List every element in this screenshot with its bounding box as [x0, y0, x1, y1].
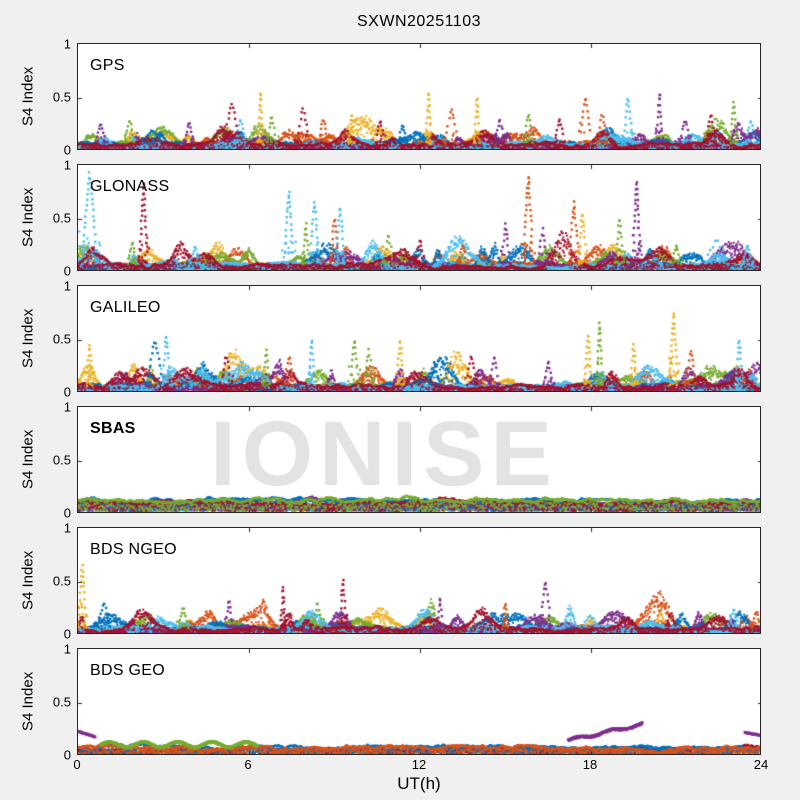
- y-tick-labels: 1 0.5 0: [40, 38, 73, 157]
- y-axis-label: S4 Index: [19, 671, 37, 732]
- y-axis-label: S4 Index: [19, 550, 37, 611]
- y-tick-labels: 1 0.5 0: [40, 280, 73, 399]
- plot-area: GPS: [77, 43, 761, 150]
- constellation-label: BDS NGEO: [90, 541, 177, 558]
- y-tick-label-0-5: 0.5: [52, 452, 71, 467]
- y-tick-label-0: 0: [63, 505, 71, 521]
- y-tick-label-1: 1: [63, 157, 71, 173]
- y-tick-label-0-5: 0.5: [52, 331, 71, 346]
- scatter-canvas: [78, 528, 760, 633]
- y-tick-label-1: 1: [63, 278, 71, 294]
- constellation-label: BDS GEO: [90, 662, 166, 679]
- y-tick-label-0: 0: [63, 626, 71, 642]
- plot-area: BDS NGEO: [77, 527, 761, 634]
- constellation-label: GLONASS: [90, 178, 170, 195]
- y-tick-label-0-5: 0.5: [52, 573, 71, 588]
- y-tick-label-1: 1: [63, 399, 71, 415]
- scatter-canvas: [78, 165, 760, 270]
- y-tick-labels: 1 0.5 0: [40, 522, 73, 641]
- panel-bds-ngeo: S4 Index 1 0.5 0 BDS NGEO: [0, 522, 800, 641]
- x-tick-label-0: 0: [73, 757, 81, 772]
- y-tick-label-0: 0: [63, 263, 71, 279]
- panel-glonass: S4 Index 1 0.5 0 GLONASS: [0, 159, 800, 278]
- constellation-label: GALILEO: [90, 299, 161, 316]
- y-tick-label-0: 0: [63, 747, 71, 763]
- y-tick-labels: 1 0.5 0: [40, 401, 73, 520]
- y-tick-labels: 1 0.5 0: [40, 643, 73, 762]
- plot-area: GLONASS: [77, 164, 761, 271]
- constellation-label: SBAS: [90, 420, 136, 437]
- y-axis-label: S4 Index: [19, 429, 37, 490]
- plot-area: GALILEO: [77, 285, 761, 392]
- y-tick-label-0-5: 0.5: [52, 89, 71, 104]
- x-tick-label-18: 18: [582, 757, 598, 772]
- y-axis-label: S4 Index: [19, 308, 37, 369]
- scatter-canvas: [78, 44, 760, 149]
- x-tick-labels: 0 6 12 18 24: [0, 758, 800, 774]
- panel-galileo: S4 Index 1 0.5 0 GALILEO: [0, 280, 800, 399]
- y-tick-label-0: 0: [63, 142, 71, 158]
- y-tick-label-1: 1: [63, 520, 71, 536]
- scatter-canvas: [78, 286, 760, 391]
- x-axis-label: UT(h): [397, 774, 441, 793]
- x-tick-label-24: 24: [753, 757, 769, 772]
- y-axis-label: S4 Index: [19, 187, 37, 248]
- panel-sbas: S4 Index 1 0.5 0 IONISE SBAS: [0, 401, 800, 520]
- y-tick-labels: 1 0.5 0: [40, 159, 73, 278]
- x-tick-label-12: 12: [411, 757, 427, 772]
- constellation-label: GPS: [90, 57, 125, 74]
- y-tick-label-0-5: 0.5: [52, 694, 71, 709]
- panel-bds-geo: S4 Index 1 0.5 0 BDS GEO: [0, 643, 800, 762]
- plot-area: BDS GEO: [77, 648, 761, 755]
- y-tick-label-1: 1: [63, 36, 71, 52]
- y-axis-label: S4 Index: [19, 66, 37, 127]
- x-tick-label-6: 6: [244, 757, 252, 772]
- plot-area: IONISE SBAS: [77, 406, 761, 513]
- panel-gps: S4 Index 1 0.5 0 GPS: [0, 38, 800, 157]
- y-tick-label-1: 1: [63, 641, 71, 657]
- y-tick-label-0-5: 0.5: [52, 210, 71, 225]
- y-tick-label-0: 0: [63, 384, 71, 400]
- scatter-canvas: [78, 407, 760, 512]
- scatter-canvas: [78, 649, 760, 754]
- figure-title: SXWN20251103: [357, 13, 481, 30]
